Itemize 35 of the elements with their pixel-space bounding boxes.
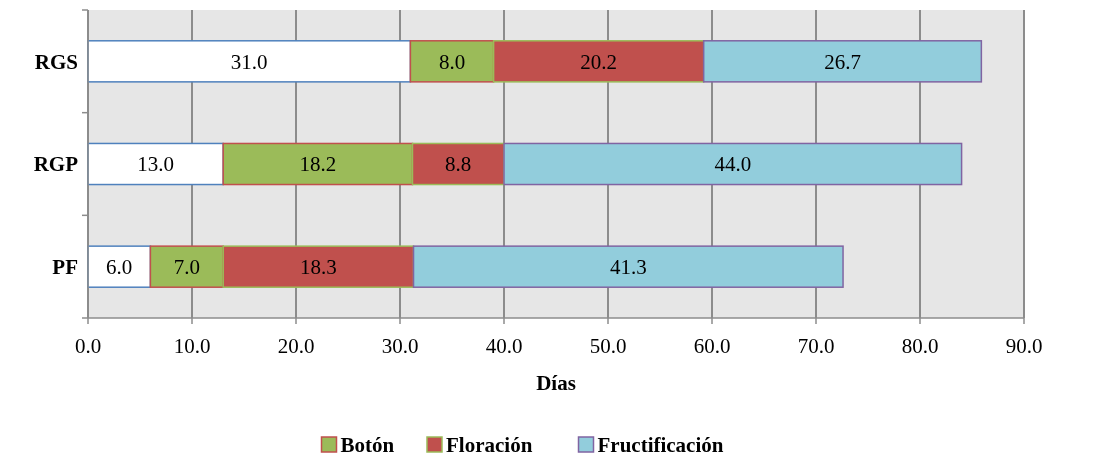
- x-tick-label: 70.0: [797, 334, 835, 358]
- x-tick-label: 40.0: [485, 334, 523, 358]
- legend-label: Fructificación: [597, 433, 724, 457]
- x-axis-title: Días: [536, 371, 576, 395]
- x-tick-label: 90.0: [1005, 334, 1043, 358]
- bar: [87, 40, 412, 83]
- data-label: 20.2: [580, 49, 618, 74]
- legend-label: Botón: [340, 433, 395, 457]
- bar: [702, 40, 983, 83]
- x-tick-label: 80.0: [901, 334, 939, 358]
- bar: [87, 245, 152, 288]
- legend-label: Floración: [446, 433, 533, 457]
- data-label: 44.0: [714, 152, 752, 177]
- x-tick-label: 60.0: [693, 334, 731, 358]
- data-label: 41.3: [609, 255, 647, 280]
- data-label: 8.0: [438, 49, 466, 74]
- y-tick-label: RGP: [33, 152, 79, 177]
- data-label: 18.2: [299, 152, 337, 177]
- data-label: 7.0: [173, 255, 200, 280]
- x-tick-label: 50.0: [589, 334, 627, 358]
- x-tick-label: 30.0: [381, 334, 419, 358]
- data-label: 26.7: [824, 49, 861, 74]
- x-tick-label: 0.0: [74, 334, 102, 358]
- data-label: 13.0: [137, 152, 174, 177]
- y-tick-label: PF: [52, 255, 78, 280]
- x-tick-label: 20.0: [277, 334, 315, 358]
- bar: [503, 142, 963, 186]
- data-label: 18.3: [299, 255, 337, 280]
- x-tick-label: 10.0: [173, 334, 211, 358]
- data-label: 8.8: [445, 152, 472, 177]
- y-tick-label: RGS: [34, 49, 78, 74]
- data-label: 6.0: [106, 255, 133, 280]
- data-label: 31.0: [230, 49, 268, 74]
- bar: [87, 142, 224, 186]
- bar: [412, 245, 844, 288]
